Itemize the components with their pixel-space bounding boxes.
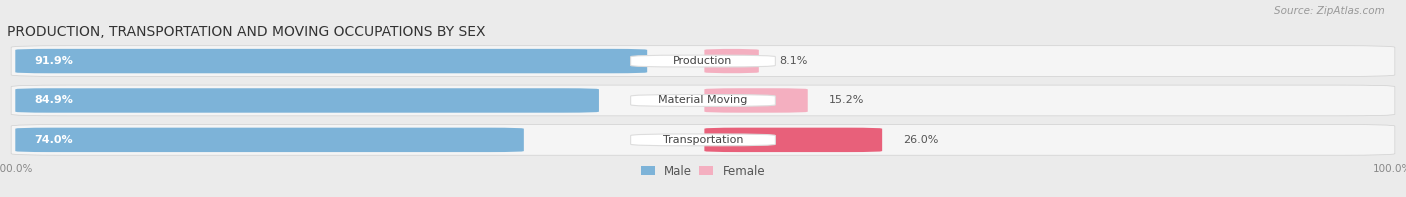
FancyBboxPatch shape (704, 128, 882, 152)
FancyBboxPatch shape (631, 95, 775, 106)
FancyBboxPatch shape (704, 88, 807, 113)
Text: Production: Production (673, 56, 733, 66)
Text: 91.9%: 91.9% (35, 56, 73, 66)
Text: Transportation: Transportation (662, 135, 744, 145)
FancyBboxPatch shape (704, 49, 759, 73)
Text: 26.0%: 26.0% (903, 135, 938, 145)
FancyBboxPatch shape (631, 134, 775, 146)
Text: PRODUCTION, TRANSPORTATION AND MOVING OCCUPATIONS BY SEX: PRODUCTION, TRANSPORTATION AND MOVING OC… (7, 25, 485, 39)
Text: 15.2%: 15.2% (828, 96, 863, 105)
FancyBboxPatch shape (11, 125, 1395, 155)
FancyBboxPatch shape (11, 85, 1395, 116)
Text: Material Moving: Material Moving (658, 96, 748, 105)
Text: Source: ZipAtlas.com: Source: ZipAtlas.com (1274, 6, 1385, 16)
FancyBboxPatch shape (15, 49, 647, 73)
FancyBboxPatch shape (631, 55, 775, 67)
Legend: Male, Female: Male, Female (641, 165, 765, 178)
Text: 8.1%: 8.1% (779, 56, 808, 66)
FancyBboxPatch shape (15, 88, 599, 113)
Text: 84.9%: 84.9% (35, 96, 73, 105)
Text: 74.0%: 74.0% (35, 135, 73, 145)
FancyBboxPatch shape (15, 128, 524, 152)
FancyBboxPatch shape (11, 46, 1395, 76)
